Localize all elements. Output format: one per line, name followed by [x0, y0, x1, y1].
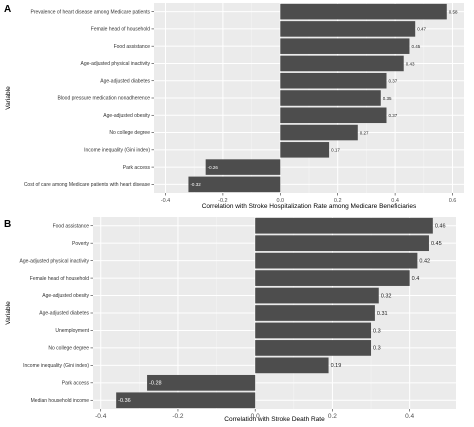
- bar-value-label: 0.43: [406, 61, 415, 66]
- x-tick-label: -0.4: [95, 413, 107, 420]
- bar-4: [280, 55, 404, 72]
- category-label: Age-adjusted obesity: [103, 113, 150, 119]
- bar-value-label: 0.37: [389, 79, 398, 84]
- category-label: Food assistance: [114, 44, 151, 50]
- bar-value-label: -0.26: [208, 165, 219, 170]
- bar-value-label: 0.17: [331, 148, 340, 153]
- category-label: Unemployment: [55, 328, 89, 334]
- category-label: Blood pressure medication nonadherence: [57, 96, 150, 102]
- bar-value-label: 0.4: [412, 276, 420, 282]
- bar-value-label: 0.3: [373, 346, 381, 352]
- bar-2: [255, 235, 429, 252]
- bar-value-label: 0.45: [431, 241, 442, 247]
- x-tick-label: -0.2: [218, 198, 227, 204]
- bar-1: [280, 3, 447, 20]
- category-label: Park access: [62, 381, 90, 387]
- bar-1: [255, 217, 433, 234]
- x-tick-label: 0.4: [391, 198, 399, 204]
- category-label: Income inequality (Gini index): [23, 363, 89, 369]
- bar-value-label: 0.47: [417, 27, 426, 32]
- category-label: Food assistance: [53, 223, 90, 229]
- x-tick-label: 0.0: [251, 413, 260, 420]
- bar-10: [147, 374, 256, 391]
- bar-6: [255, 305, 375, 321]
- bar-8: [280, 124, 358, 141]
- bar-4: [255, 270, 410, 286]
- category-label: Age-adjusted diabetes: [100, 78, 150, 84]
- category-label: No college degree: [109, 130, 150, 136]
- y-axis-title: Variable: [5, 86, 12, 110]
- bar-value-label: 0.45: [411, 44, 420, 49]
- bar-11: [188, 176, 281, 193]
- panel-label: B: [4, 219, 11, 230]
- bar-3: [255, 252, 418, 269]
- bar-5: [255, 287, 379, 304]
- bar-11: [116, 392, 256, 409]
- bar-value-label: 0.35: [383, 96, 392, 101]
- category-label: Age-adjusted physical inactivity: [81, 61, 151, 67]
- bar-8: [255, 340, 372, 356]
- x-tick-label: -0.4: [161, 198, 170, 204]
- bar-10: [205, 159, 281, 175]
- bar-value-label: 0.37: [389, 113, 398, 118]
- bar-3: [280, 38, 410, 54]
- bar-value-label: 0.27: [360, 130, 369, 135]
- category-label: Median household income: [31, 398, 90, 404]
- x-axis-title: Correlation with Stroke Hospitalization …: [202, 203, 417, 210]
- bar-6: [280, 90, 381, 106]
- bar-2: [280, 21, 416, 37]
- category-label: Female head of household: [30, 276, 89, 282]
- category-label: No college degree: [48, 346, 89, 352]
- bar-value-label: -0.28: [149, 381, 162, 387]
- category-label: Age-adjusted physical inactivity: [20, 258, 90, 264]
- bar-value-label: 0.3: [373, 328, 381, 334]
- bar-7: [280, 107, 387, 124]
- category-label: Prevalence of heart disease among Medica…: [30, 9, 150, 15]
- category-label: Age-adjusted diabetes: [39, 311, 89, 317]
- x-axis-title: Correlation with Stroke Death Rate: [224, 416, 325, 423]
- category-label: Park access: [123, 165, 151, 171]
- x-tick-label: 0.2: [328, 413, 337, 420]
- category-label: Age-adjusted obesity: [42, 293, 89, 299]
- category-label: Female head of household: [91, 27, 150, 33]
- bar-value-label: 0.31: [377, 311, 388, 317]
- bar-value-label: -0.36: [118, 398, 131, 404]
- category-label: Poverty: [72, 241, 89, 247]
- bar-9: [255, 357, 329, 374]
- x-tick-label: 0.6: [449, 198, 457, 204]
- panel-label: A: [4, 4, 11, 15]
- category-label: Income inequality (Gini index): [84, 148, 150, 154]
- y-axis-title: Variable: [5, 301, 12, 325]
- category-label: Cost of care among Medicare patients wit…: [24, 182, 150, 188]
- x-tick-label: 0.4: [405, 413, 414, 420]
- bar-value-label: 0.19: [331, 363, 342, 369]
- bar-9: [280, 142, 330, 158]
- x-tick-label: 0.0: [276, 198, 284, 204]
- bar-value-label: 0.58: [449, 9, 458, 14]
- bar-value-label: 0.32: [381, 293, 392, 299]
- x-tick-label: 0.2: [334, 198, 342, 204]
- bar-value-label: -0.32: [190, 182, 201, 187]
- bar-value-label: 0.42: [419, 258, 430, 264]
- bar-7: [255, 322, 372, 339]
- x-tick-label: -0.2: [172, 413, 184, 420]
- bar-5: [280, 72, 387, 89]
- bar-value-label: 0.46: [435, 224, 446, 230]
